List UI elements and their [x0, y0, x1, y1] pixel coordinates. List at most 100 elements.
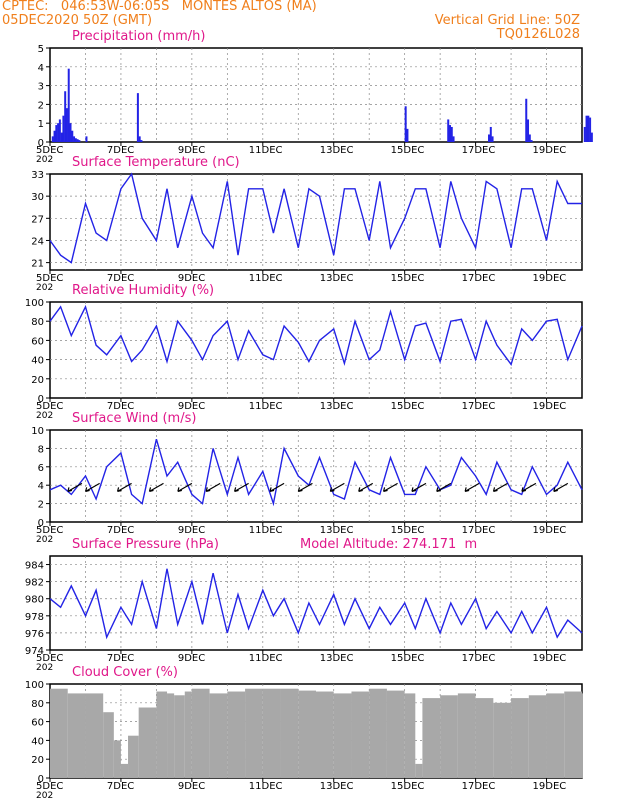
wind-arrowhead [329, 487, 335, 492]
model-altitude-label: Model Altitude: 274.171 m [300, 537, 478, 552]
cloud-ytick-label: 100 [25, 680, 44, 691]
cloud-bar [298, 690, 316, 778]
cloud-bar [369, 688, 387, 778]
precip-ytick-label: 4 [38, 63, 44, 74]
precip-bar [62, 115, 65, 142]
wind-arrow [358, 482, 374, 492]
wind-arrow [177, 482, 193, 492]
wind-arrowhead [436, 487, 441, 492]
precip-bar [57, 123, 60, 142]
header-left-line1: CPTEC: 046:53W-06:05S MONTES ALTOS (MA) [2, 0, 317, 14]
temp-ytick-label: 21 [31, 259, 44, 270]
rh-ytick-label: 60 [31, 336, 44, 347]
wind-arrow [117, 482, 132, 492]
wind-date-label: 5DEC [36, 525, 63, 536]
cloud-bar [386, 690, 405, 778]
temp-date-label: 11DEC [249, 273, 283, 284]
cloud-bar [184, 691, 192, 778]
pres-date-label: 11DEC [249, 653, 283, 664]
temp-date-label: 15DEC [391, 273, 425, 284]
precip-ytick-label: 5 [38, 44, 44, 55]
wind-arrow [269, 482, 285, 492]
precip-bar [590, 132, 593, 142]
pres-year-label: 202 [36, 663, 53, 673]
rh-line [49, 304, 583, 366]
precip-bar [78, 140, 81, 142]
precip-date-label: 13DEC [320, 145, 354, 156]
wind-arrowhead [464, 487, 470, 492]
cloud-bar [475, 698, 494, 778]
temp-ytick-label: 30 [31, 192, 44, 203]
pres-ytick-label: 976 [25, 629, 44, 640]
precip-bar [71, 130, 74, 142]
wind-arrowhead [382, 487, 388, 492]
temp-ytick-label: 27 [31, 214, 44, 225]
rh-frame [49, 301, 583, 399]
rh-ytick-label: 80 [31, 317, 44, 328]
precip-bar [583, 126, 586, 142]
wind-line [49, 439, 583, 507]
precip-bar [589, 117, 592, 142]
rh-date-label: 19DEC [533, 401, 567, 412]
precip-bar [138, 136, 141, 142]
rh-date-label: 7DEC [107, 401, 134, 412]
cloud-date-label: 17DEC [462, 781, 496, 792]
wind-date-label: 7DEC [107, 525, 134, 536]
precip-bar [69, 123, 72, 142]
precip-bar [60, 132, 63, 142]
rh-date-label: 13DEC [320, 401, 354, 412]
precip-bar [585, 115, 588, 142]
rh-date-label: 11DEC [249, 401, 283, 412]
wind-arrowhead [521, 487, 527, 492]
cloud-date-label: 11DEC [249, 781, 283, 792]
wind-arrow [67, 482, 83, 492]
wind-arrowhead [116, 487, 122, 492]
precip-bar [489, 126, 492, 142]
precip-bar [587, 115, 590, 142]
wind-arrowhead [297, 487, 303, 492]
temp-ytick-label: 33 [31, 170, 44, 181]
wind-arrow [149, 482, 164, 492]
wind-ytick-label: 10 [31, 426, 44, 437]
precip-bar [525, 98, 528, 142]
wind-arrow [553, 482, 569, 492]
cloud-bar [546, 693, 565, 778]
wind-arrowhead [492, 487, 498, 492]
precip-ytick-label: 3 [38, 82, 44, 93]
wind-ytick-label: 6 [38, 463, 44, 474]
precip-bar [74, 138, 77, 142]
temp-date-label: 19DEC [533, 273, 567, 284]
precip-bar [447, 119, 450, 142]
precip-bar [85, 136, 88, 142]
temp-date-label: 13DEC [320, 273, 354, 284]
wind-date-label: 9DEC [178, 525, 205, 536]
wind-arrow [521, 482, 537, 492]
precip-bar [488, 134, 491, 142]
wind-year-label: 202 [36, 535, 53, 545]
cloud-date-label: 5DEC [36, 781, 63, 792]
cloud-bar [85, 693, 104, 778]
pres-date-label: 9DEC [178, 653, 205, 664]
cloud-bar [404, 693, 416, 778]
wind-arrowhead [148, 487, 154, 492]
wind-arrowhead [553, 487, 558, 492]
cloud-bar [564, 691, 582, 778]
temp-ytick-label: 24 [31, 236, 44, 247]
pres-title: Surface Pressure (hPa) [72, 537, 219, 552]
pres-ytick-label: 984 [25, 561, 44, 572]
precip-bar [491, 136, 494, 142]
cloud-bar [227, 691, 246, 778]
precip-bar [528, 134, 531, 142]
cloud-bar [457, 693, 476, 778]
cloud-bar [493, 702, 512, 778]
cloud-bar [422, 698, 441, 778]
pres-date-label: 17DEC [462, 653, 496, 664]
rh-date-label: 5DEC [36, 401, 63, 412]
cloud-ytick-label: 60 [31, 718, 44, 729]
precip-date-label: 15DEC [391, 145, 425, 156]
cloud-year-label: 202 [36, 791, 53, 800]
cloud-bar [280, 688, 299, 778]
wind-arrow [205, 482, 221, 492]
pres-date-label: 5DEC [36, 653, 63, 664]
